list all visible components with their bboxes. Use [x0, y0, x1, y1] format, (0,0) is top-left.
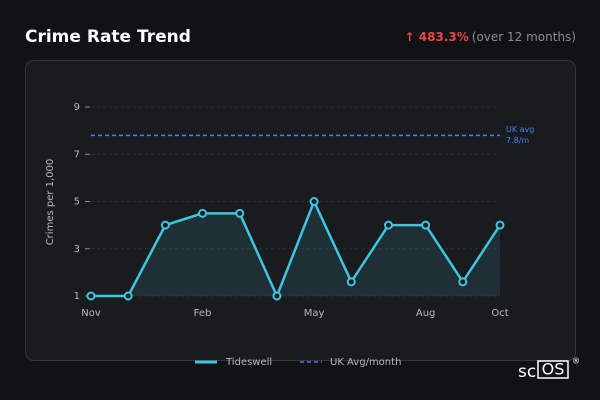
x-tick-label: Aug: [416, 308, 436, 319]
point: [309, 197, 319, 206]
legend-label: Tideswell: [225, 357, 272, 368]
legend-label: UK Avg/month: [330, 357, 401, 368]
y-tick-label: 7: [74, 149, 80, 160]
plot: 1 3 5 7 9 Nov Feb May Aug Oct UK avg 7.8/m Tideswell…: [74, 102, 535, 368]
change: ↑ 483.3%: [405, 30, 469, 44]
point: [123, 291, 133, 301]
y-tick-label: 3: [74, 244, 80, 255]
point: [235, 208, 245, 218]
logo-mark: ®: [572, 357, 580, 366]
period: (over 12 months): [472, 30, 576, 44]
point: [160, 220, 170, 230]
y-tick-label: 1: [74, 291, 80, 302]
x-tick-label: Oct: [491, 308, 508, 319]
point: [383, 220, 393, 230]
point: [198, 208, 208, 218]
point: [421, 220, 431, 230]
logo-boxed: OS: [542, 360, 565, 379]
x-tick-label: Feb: [194, 308, 212, 319]
point: [495, 220, 505, 230]
reference-value-label: 7.8/m: [506, 136, 529, 145]
y-axis-label: Crimes per 1,000: [45, 159, 56, 246]
logo-box: [537, 360, 569, 379]
point: [346, 277, 356, 287]
reference-label: UK avg: [506, 125, 534, 134]
y-tick-label: 5: [74, 197, 80, 208]
title: Crime Rate Trend: [25, 27, 191, 47]
point: [86, 291, 96, 301]
logo-prefix: sc: [518, 362, 536, 382]
change-summary: ↑ 483.3% (over 12 months): [405, 30, 576, 44]
point: [272, 291, 282, 301]
point: [458, 277, 468, 287]
x-tick-label: May: [304, 308, 325, 319]
x-tick-label: Nov: [81, 308, 101, 319]
line: [91, 200, 502, 298]
y-tick-label: 9: [74, 102, 80, 113]
logo: sc: [518, 362, 536, 382]
